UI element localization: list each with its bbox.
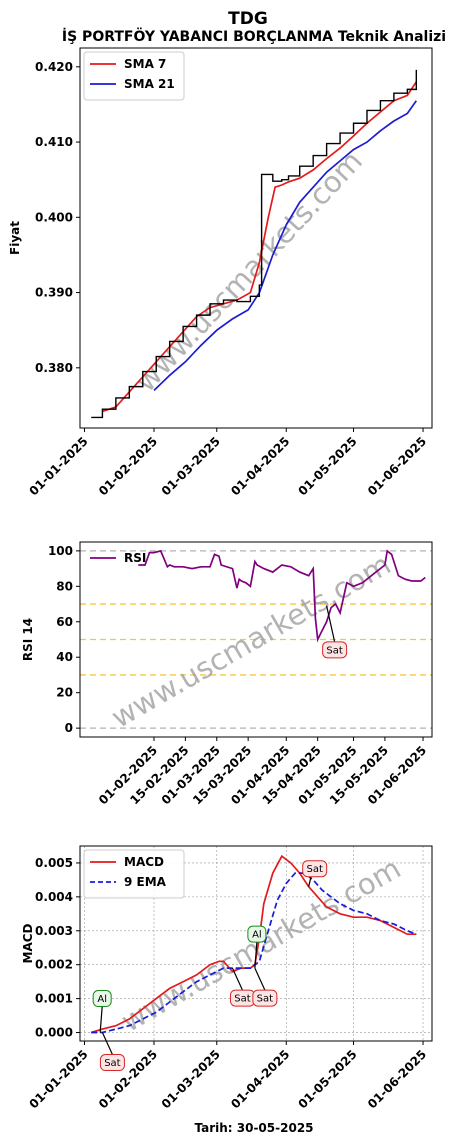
series-line-sma-21	[153, 100, 417, 392]
price-panel: www.uscmarkets.com 0.380 0.390 0.400 0.410 0.…	[8, 47, 433, 498]
date-footer: Tarih: 30-05-2025	[194, 1121, 313, 1135]
annotation-box	[99, 1054, 125, 1072]
y-tick-label: 0.380	[35, 361, 73, 375]
annotation-box	[302, 860, 328, 878]
y-axis-label: RSI 14	[21, 618, 35, 661]
legend-label: SMA 21	[124, 77, 175, 91]
annotation-box	[322, 641, 348, 659]
annotation-label: Sat	[326, 645, 342, 656]
plot-frame	[79, 47, 433, 429]
annotation-box	[252, 989, 278, 1007]
annotation-label: Sat	[306, 864, 322, 875]
plot-frame	[79, 541, 433, 738]
y-tick-label: 0.420	[35, 60, 73, 74]
legend-label: 9 EMA	[124, 875, 167, 889]
annotation-label: Sat	[234, 994, 250, 1005]
x-tick-label: 01-03-2025	[159, 434, 223, 498]
figure-subtitle: İŞ PORTFÖY YABANCI BORÇLANMA Teknik Anal…	[62, 27, 446, 45]
y-tick-label: 0.410	[35, 135, 73, 149]
y-axis-label: MACD	[21, 923, 35, 963]
x-tick-label: 01-03-2025	[159, 1047, 223, 1111]
annotation-box	[92, 990, 112, 1008]
y-tick-label: 0.000	[35, 1026, 73, 1040]
y-tick-label: 0.400	[35, 210, 73, 224]
x-tick-label: 01-04-2025	[228, 1047, 292, 1111]
y-tick-label: 0.005	[35, 856, 73, 870]
y-tick-label: 0.001	[35, 992, 73, 1006]
annotation-arrow	[99, 1006, 103, 1033]
x-tick-label: 01-02-2025	[96, 434, 160, 498]
legend-label: RSI	[124, 551, 146, 565]
annotation-arrow	[101, 1032, 113, 1055]
y-tick-label: 0	[65, 721, 73, 735]
y-tick-label: 20	[56, 686, 73, 700]
y-tick-label: 0.002	[35, 958, 73, 972]
annotation-label: Sat	[104, 1058, 120, 1069]
x-tick-label: 01-06-2025	[365, 1047, 429, 1111]
annotation-arrow	[231, 967, 244, 991]
watermark: www.uscmarkets.com	[106, 547, 397, 735]
figure-title: TDG	[228, 9, 268, 29]
annotation-label: Al	[252, 930, 262, 941]
y-tick-label: 0.003	[35, 924, 73, 938]
x-tick-label: 01-05-2025	[295, 1047, 359, 1111]
y-tick-label: 60	[56, 615, 73, 629]
x-tick-label: 01-05-2025	[295, 434, 359, 498]
annotation-arrow	[254, 942, 258, 969]
rsi-panel: www.uscmarkets.comSat02040608010001-02-2…	[21, 541, 433, 807]
legend-label: MACD	[124, 855, 164, 869]
annotation-label: Al	[97, 994, 107, 1005]
legend-label: SMA 7	[124, 57, 166, 71]
y-tick-label: 100	[48, 544, 73, 558]
annotation-arrow	[254, 967, 266, 991]
series-line-rsi	[138, 549, 426, 643]
y-axis-label: Fiyat	[8, 221, 22, 255]
x-tick-label: 01-06-2025	[365, 434, 429, 498]
y-tick-label: 0.390	[35, 286, 73, 300]
y-tick-label: 80	[56, 579, 73, 593]
x-tick-label: 01-04-2025	[228, 434, 292, 498]
annotation-box	[247, 925, 267, 943]
x-tick-label: 01-01-2025	[26, 434, 90, 498]
plot-frame	[79, 845, 433, 1042]
annotation-arrow	[326, 605, 336, 642]
y-tick-label: 0.004	[35, 890, 73, 904]
x-tick-label: 01-01-2025	[26, 1047, 90, 1111]
y-tick-label: 40	[56, 650, 73, 664]
series-line-fiyat	[91, 69, 418, 419]
annotation-label: Sat	[257, 994, 273, 1005]
watermark: www.uscmarkets.com	[128, 144, 369, 399]
series-line-9-ema	[91, 872, 417, 1034]
